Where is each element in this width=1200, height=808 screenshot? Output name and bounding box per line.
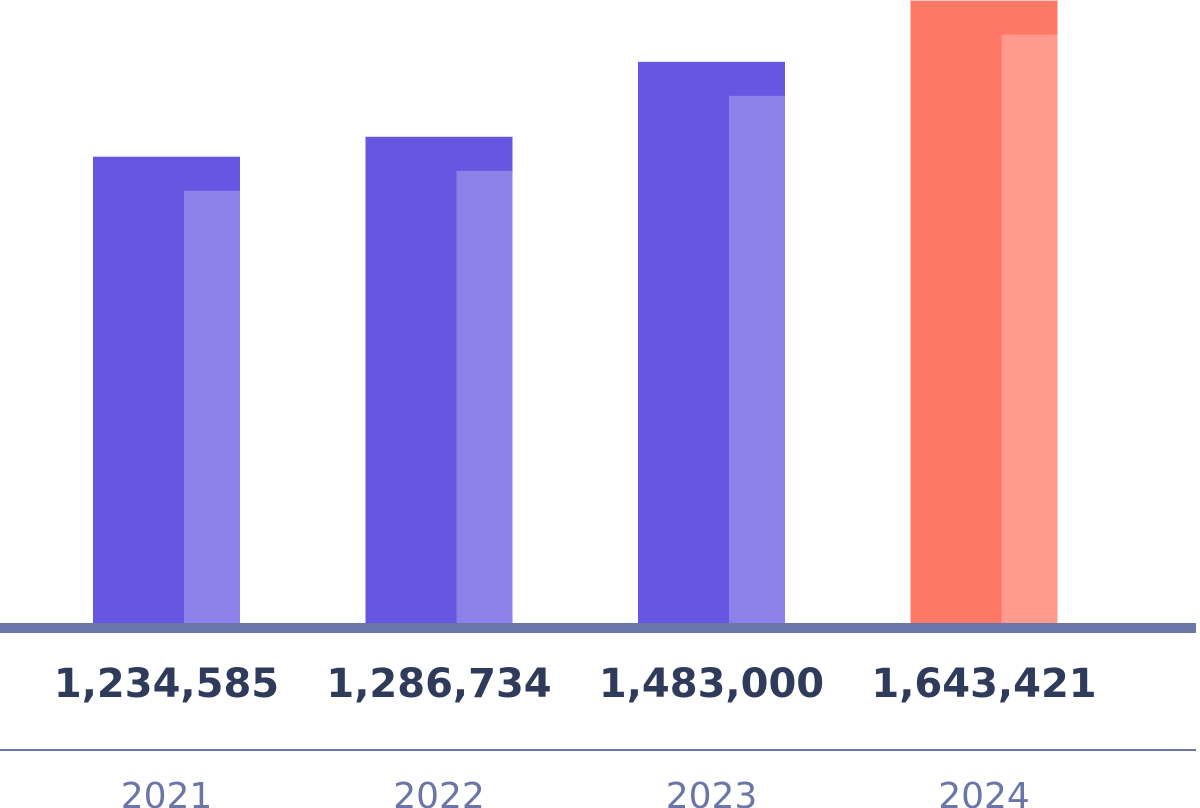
bar-highlight bbox=[1001, 34, 1058, 629]
value-label: 1,286,734 bbox=[326, 661, 551, 707]
value-label: 1,234,585 bbox=[54, 661, 279, 707]
bar bbox=[93, 156, 240, 629]
bar bbox=[910, 0, 1058, 629]
bar-highlight bbox=[729, 95, 785, 629]
bar bbox=[365, 136, 513, 628]
value-label: 1,643,421 bbox=[871, 661, 1096, 707]
x-tick-label: 2023 bbox=[666, 776, 758, 808]
x-tick-label: 2022 bbox=[393, 776, 485, 808]
bar-highlight bbox=[456, 170, 513, 628]
x-tick-label: 2024 bbox=[938, 776, 1030, 808]
value-label: 1,483,000 bbox=[599, 661, 824, 707]
bar bbox=[638, 61, 785, 629]
x-tick-label: 2021 bbox=[121, 776, 213, 808]
bar-highlight bbox=[184, 190, 240, 629]
